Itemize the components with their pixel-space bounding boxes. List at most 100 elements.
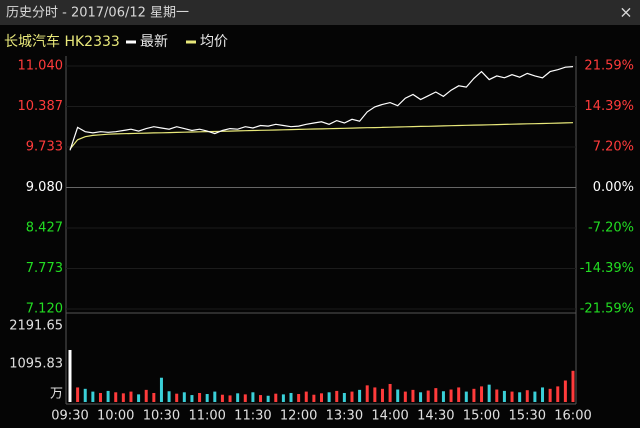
y-tick-label: 8.427 bbox=[26, 220, 63, 235]
x-tick-label: 11:30 bbox=[234, 409, 271, 424]
window-title: 历史分时 - 2017/06/12 星期一 bbox=[6, 6, 189, 21]
volume-bar bbox=[159, 377, 163, 402]
volume-bar bbox=[396, 389, 400, 402]
volume-bar bbox=[441, 391, 445, 402]
volume-bar bbox=[403, 391, 407, 402]
y2-tick-label: 14.39% bbox=[584, 99, 634, 114]
x-tick-label: 10:00 bbox=[97, 409, 134, 424]
volume-bar bbox=[266, 395, 270, 402]
volume-bar bbox=[91, 391, 95, 402]
y2-tick-label: -7.20% bbox=[588, 221, 634, 236]
volume-bar bbox=[213, 391, 217, 402]
volume-tick-label: 1095.83 bbox=[9, 356, 63, 371]
volume-bar bbox=[556, 386, 560, 402]
volume-bar bbox=[106, 390, 110, 402]
volume-bar bbox=[144, 389, 148, 402]
title-bar bbox=[0, 0, 640, 25]
y-tick-label: 9.080 bbox=[26, 180, 63, 195]
volume-bar bbox=[380, 388, 384, 402]
volume-bar bbox=[190, 395, 194, 402]
x-tick-label: 09:30 bbox=[51, 409, 88, 424]
volume-bar bbox=[83, 388, 87, 402]
x-tick-label: 10:30 bbox=[143, 409, 180, 424]
y2-tick-label: -14.39% bbox=[580, 261, 634, 276]
volume-bar bbox=[228, 395, 232, 402]
volume-bar bbox=[472, 388, 476, 402]
volume-bar bbox=[129, 391, 133, 402]
x-tick-label: 16:00 bbox=[554, 409, 591, 424]
x-tick-label: 13:30 bbox=[326, 409, 363, 424]
volume-bar bbox=[167, 391, 171, 402]
volume-bar bbox=[518, 392, 522, 402]
volume-bar bbox=[259, 395, 263, 402]
volume-bar bbox=[175, 393, 179, 402]
volume-bar bbox=[327, 392, 331, 402]
volume-bar bbox=[358, 389, 362, 402]
y2-tick-label: 21.59% bbox=[584, 59, 634, 74]
volume-bar bbox=[457, 387, 461, 402]
volume-bar bbox=[388, 383, 392, 402]
volume-bar bbox=[419, 392, 423, 402]
price-line bbox=[69, 66, 574, 151]
volume-bar bbox=[236, 393, 240, 402]
volume-bar bbox=[98, 392, 102, 402]
x-tick-label: 15:30 bbox=[509, 409, 546, 424]
volume-bar bbox=[220, 394, 224, 402]
volume-bar bbox=[373, 387, 377, 402]
y2-tick-label: 0.00% bbox=[593, 180, 634, 195]
x-tick-label: 12:00 bbox=[280, 409, 317, 424]
volume-bar bbox=[312, 394, 316, 402]
volume-tick-label: 2191.65 bbox=[9, 319, 63, 334]
y-tick-label: 7.120 bbox=[26, 302, 63, 317]
volume-bar bbox=[289, 392, 293, 402]
volume-bar bbox=[251, 392, 255, 402]
volume-unit: 万 bbox=[50, 387, 63, 402]
close-button[interactable]: × bbox=[619, 3, 632, 22]
volume-bar bbox=[342, 392, 346, 402]
volume-bar bbox=[350, 391, 354, 402]
stock-name: 长城汽车 HK2333 bbox=[4, 33, 120, 50]
legend-label: 均价 bbox=[200, 34, 228, 50]
y-tick-label: 7.773 bbox=[26, 261, 63, 276]
volume-bar bbox=[411, 389, 415, 402]
volume-bar bbox=[464, 391, 468, 402]
y2-tick-label: -21.59% bbox=[580, 302, 634, 317]
volume-bar bbox=[281, 394, 285, 402]
x-tick-label: 14:00 bbox=[371, 409, 408, 424]
volume-bar bbox=[68, 349, 72, 402]
volume-bar bbox=[365, 385, 369, 402]
volume-bar bbox=[243, 394, 247, 402]
volume-bar bbox=[274, 393, 278, 402]
volume-bar bbox=[533, 391, 537, 402]
volume-bar bbox=[182, 392, 186, 402]
volume-bar bbox=[571, 370, 575, 402]
volume-bar bbox=[152, 392, 156, 402]
volume-bar bbox=[487, 384, 491, 402]
volume-bar bbox=[449, 389, 453, 402]
volume-bar bbox=[548, 388, 552, 402]
volume-bar bbox=[137, 394, 141, 402]
volume-bar bbox=[205, 394, 209, 402]
legend-label: 最新 bbox=[140, 34, 168, 50]
y-tick-label: 10.387 bbox=[18, 99, 64, 114]
x-tick-label: 11:00 bbox=[188, 409, 225, 424]
volume-bar bbox=[563, 380, 567, 402]
volume-bar bbox=[495, 389, 499, 402]
volume-bar bbox=[541, 387, 545, 402]
volume-bar bbox=[320, 393, 323, 402]
volume-bar bbox=[198, 392, 202, 402]
volume-bar bbox=[510, 391, 514, 402]
volume-bar bbox=[121, 393, 125, 402]
volume-bar bbox=[426, 390, 430, 402]
price-line bbox=[69, 122, 574, 150]
volume-bar bbox=[76, 387, 80, 402]
y-tick-label: 11.040 bbox=[18, 59, 64, 74]
volume-bar bbox=[304, 391, 308, 402]
volume-bar bbox=[114, 392, 118, 402]
y-tick-label: 9.733 bbox=[26, 140, 63, 155]
volume-bar bbox=[335, 390, 339, 402]
x-tick-label: 14:30 bbox=[417, 409, 454, 424]
y2-tick-label: 7.20% bbox=[593, 139, 634, 154]
